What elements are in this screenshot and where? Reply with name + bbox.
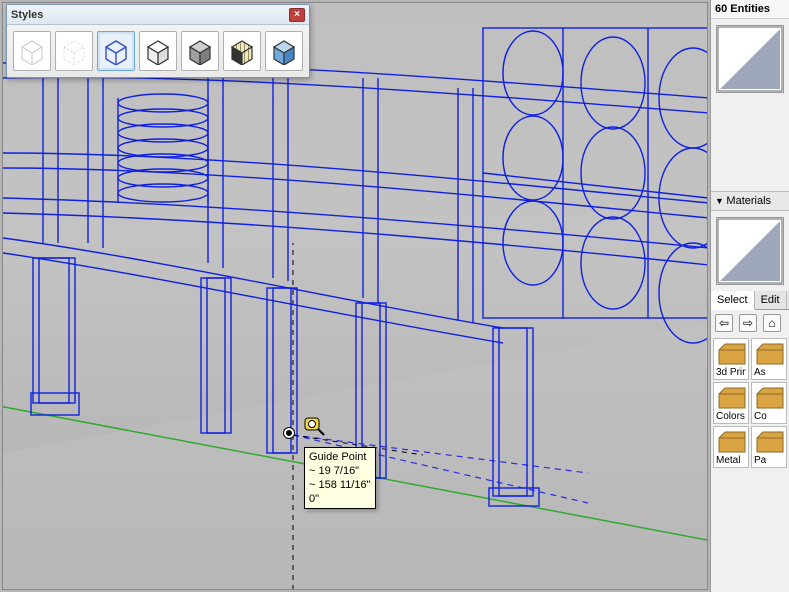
styles-titlebar[interactable]: Styles × [7, 5, 309, 25]
materials-folder-grid: 3d Printin As Colors Co Metal Pa [711, 336, 789, 470]
folder-label: As [754, 367, 784, 378]
entity-preview[interactable] [716, 25, 784, 93]
styles-title: Styles [11, 9, 43, 21]
style-swatch-3[interactable] [97, 31, 135, 71]
nav-forward-icon[interactable]: ⇨ [739, 314, 757, 332]
folder-colors[interactable]: Colors [713, 382, 749, 424]
tooltip-line2: ~ 158 11/16" [309, 478, 371, 492]
material-preview[interactable] [716, 217, 784, 285]
style-swatch-4[interactable] [139, 31, 177, 71]
style-swatch-1[interactable] [13, 31, 51, 71]
entity-count-label: 60 Entities [711, 0, 789, 19]
styles-swatch-row [7, 25, 309, 77]
materials-nav: ⇦ ⇨ ⌂ [711, 310, 789, 336]
styles-toolbar[interactable]: Styles × [6, 4, 310, 78]
nav-home-icon[interactable]: ⌂ [763, 314, 781, 332]
tape-measure-cursor-icon [303, 414, 325, 436]
model-viewport[interactable]: Guide Point ~ 19 7/16" ~ 158 11/16" 0" [2, 2, 708, 590]
materials-panel-header[interactable]: Materials [711, 191, 789, 211]
close-icon[interactable]: × [289, 8, 305, 22]
folder-label: Co [754, 411, 784, 422]
tooltip-title: Guide Point [309, 450, 371, 464]
materials-tabs: Select Edit [711, 291, 789, 310]
guide-point-tooltip: Guide Point ~ 19 7/16" ~ 158 11/16" 0" [304, 447, 376, 509]
nav-back-icon[interactable]: ⇦ [715, 314, 733, 332]
style-swatch-6[interactable] [223, 31, 261, 71]
style-swatch-7[interactable] [265, 31, 303, 71]
style-swatch-2[interactable] [55, 31, 93, 71]
folder-label: Metal [716, 455, 746, 466]
style-swatch-5[interactable] [181, 31, 219, 71]
right-sidebar: 60 Entities Materials Select Edit ⇦ ⇨ ⌂ … [710, 0, 789, 592]
guide-point-marker [284, 428, 294, 438]
tooltip-line1: ~ 19 7/16" [309, 464, 371, 478]
folder-concrete[interactable]: Co [751, 382, 787, 424]
folder-label: 3d Printin [716, 367, 746, 378]
folder-metal[interactable]: Metal [713, 426, 749, 468]
tooltip-line3: 0" [309, 492, 371, 506]
tab-select[interactable]: Select [711, 291, 755, 310]
folder-3dprinting[interactable]: 3d Printin [713, 338, 749, 380]
folder-label: Colors [716, 411, 746, 422]
folder-label: Pa [754, 455, 784, 466]
folder-pattern[interactable]: Pa [751, 426, 787, 468]
tab-edit[interactable]: Edit [755, 291, 787, 309]
folder-asphalt[interactable]: As [751, 338, 787, 380]
